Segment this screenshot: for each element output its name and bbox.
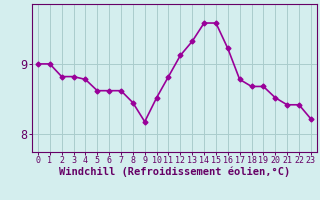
X-axis label: Windchill (Refroidissement éolien,°C): Windchill (Refroidissement éolien,°C) <box>59 167 290 177</box>
